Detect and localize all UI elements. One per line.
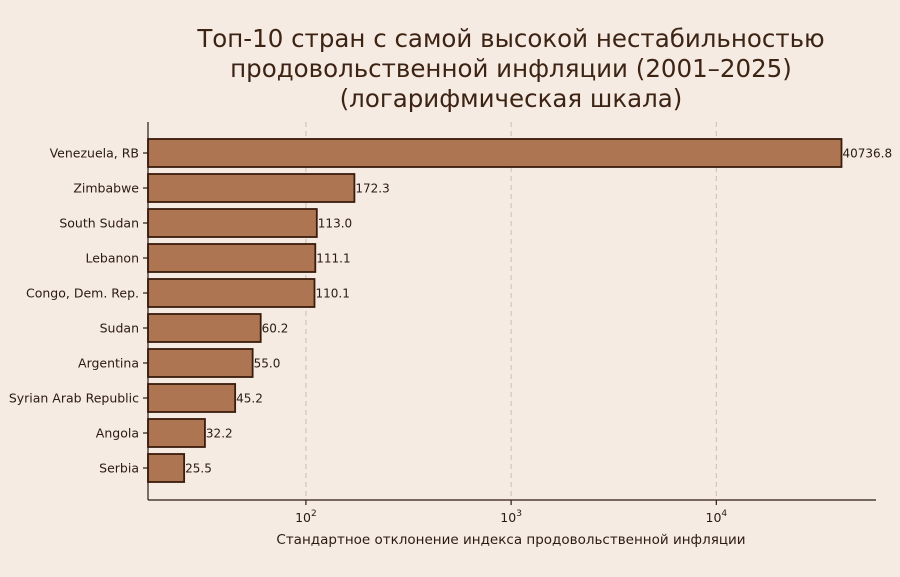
chart-title-line-1: Топ-10 стран с самой высокой нестабильно…	[196, 24, 824, 53]
grid-lines	[306, 122, 716, 500]
bar	[148, 244, 315, 272]
category-label: Sudan	[100, 321, 139, 336]
x-axis-ticks: 102 103 104	[295, 500, 727, 525]
x-tick-label: 103	[500, 509, 522, 525]
category-labels: Venezuela, RB Zimbabwe South Sudan Lebanon C…	[9, 146, 148, 476]
bar-chart: Топ-10 стран с самой высокой нестабильно…	[0, 0, 900, 573]
value-label: 172.3	[355, 182, 389, 196]
category-label: Congo, Dem. Rep.	[26, 286, 139, 301]
value-label: 55.0	[254, 357, 281, 371]
value-label: 25.5	[185, 462, 212, 476]
value-label: 111.1	[316, 252, 350, 266]
x-tick-label: 102	[295, 509, 317, 525]
bar	[148, 314, 261, 342]
bar	[148, 454, 184, 482]
x-tick-label: 104	[706, 509, 728, 525]
bars	[148, 139, 841, 482]
x-axis-title: Стандартное отклонение индекса продоволь…	[276, 532, 745, 548]
bar	[148, 139, 841, 167]
bar	[148, 209, 317, 237]
category-label: Venezuela, RB	[50, 146, 139, 161]
value-label: 60.2	[262, 322, 289, 336]
chart-container: Топ-10 стран с самой высокой нестабильно…	[0, 0, 900, 573]
category-label: Argentina	[78, 356, 139, 371]
chart-title-line-3: (логарифмическая шкала)	[340, 84, 683, 113]
category-label: Zimbabwe	[73, 181, 139, 196]
bar	[148, 419, 205, 447]
chart-title-line-2: продовольственной инфляции (2001–2025)	[230, 54, 792, 83]
chart-title: Топ-10 стран с самой высокой нестабильно…	[196, 24, 824, 113]
value-label: 113.0	[318, 217, 352, 231]
category-label: Syrian Arab Republic	[9, 391, 139, 406]
category-label: Serbia	[99, 461, 139, 476]
value-label: 45.2	[236, 392, 263, 406]
value-label: 110.1	[315, 287, 349, 301]
bar	[148, 384, 235, 412]
value-label: 32.2	[206, 427, 233, 441]
bar	[148, 279, 314, 307]
bar	[148, 174, 354, 202]
category-label: South Sudan	[59, 216, 139, 231]
category-label: Angola	[96, 426, 139, 441]
bar	[148, 349, 253, 377]
value-label: 40736.8	[842, 147, 892, 161]
category-label: Lebanon	[85, 251, 139, 266]
